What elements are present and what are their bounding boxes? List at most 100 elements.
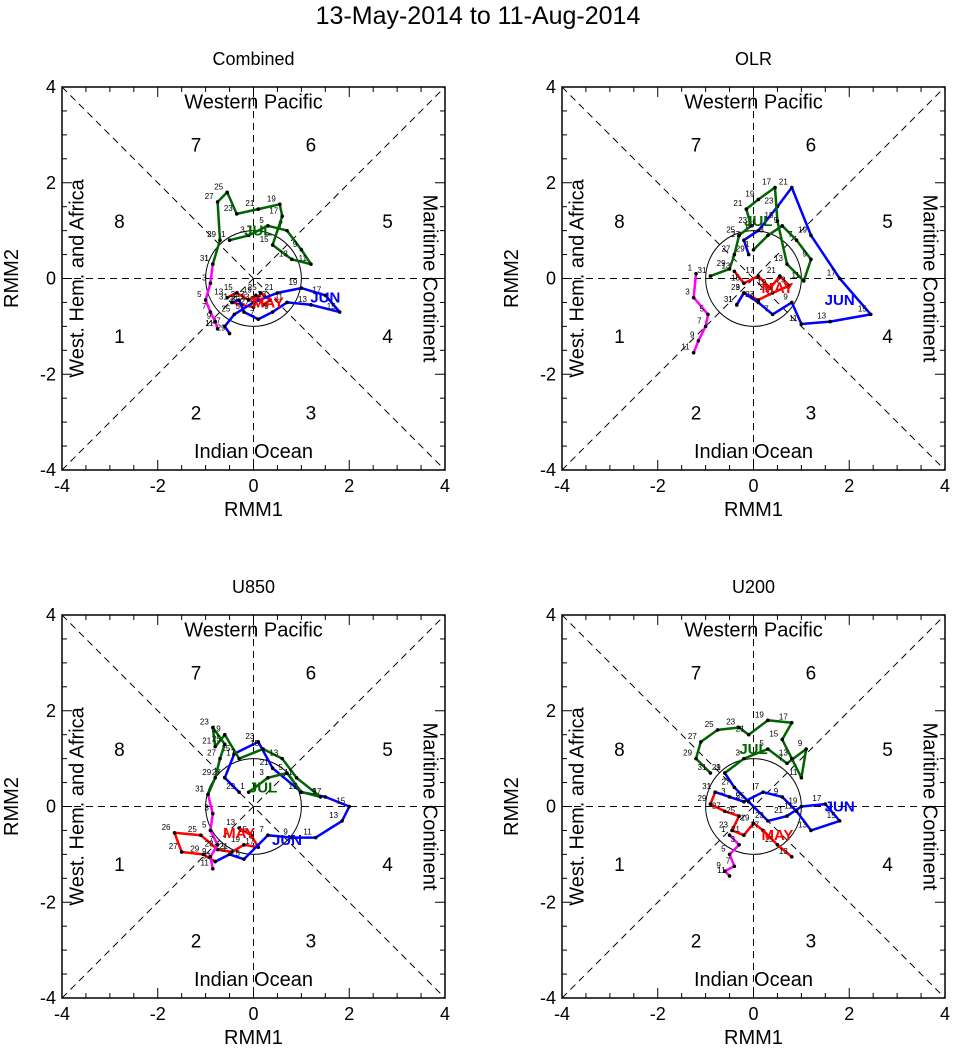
data-point [211, 866, 215, 871]
data-point [230, 300, 234, 305]
data-point [703, 324, 708, 329]
day-label: 27 [745, 290, 754, 299]
y-tick-label: -2 [40, 364, 56, 384]
trajectory-line [206, 726, 322, 799]
data-point [761, 790, 765, 794]
day-label: 23 [200, 718, 209, 727]
day-label: 31 [219, 292, 228, 301]
data-point [742, 238, 746, 242]
x-tick-label: 4 [940, 476, 950, 496]
day-label: 23 [777, 276, 786, 285]
day-label: 5 [259, 216, 264, 225]
day-label: 23 [257, 290, 266, 299]
data-point [261, 747, 265, 751]
data-point [732, 252, 737, 257]
day-label: 11 [299, 254, 308, 263]
day-label: 3 [685, 288, 690, 297]
region-label-right: Maritime Continent [918, 723, 940, 891]
data-point [696, 338, 701, 343]
day-label: 1 [204, 254, 209, 263]
data-point [699, 740, 703, 744]
panel-title: U850 [232, 577, 275, 597]
data-point [730, 828, 734, 833]
data-point [746, 732, 751, 737]
y-tick-label: -4 [40, 988, 56, 1008]
day-label: 9 [798, 739, 803, 748]
y-tick-label: 4 [46, 77, 56, 97]
data-point [756, 274, 761, 278]
day-label: 21 [265, 283, 274, 292]
y-tick-label: 4 [46, 605, 56, 625]
day-label: 11 [205, 319, 214, 328]
panel-olr: OLR -4 -2 0 2 4 -4 -2 0 2 4 RMM1 RMM2 Western Pacific… [501, 49, 950, 521]
panel-combined: Combined -4 -2 0 2 4 -4 -2 0 2 4 RMM1 RMM2 Western Pa… [1, 49, 450, 521]
day-label: 23 [205, 840, 214, 849]
day-label: 3 [259, 768, 264, 777]
region-label-left: West. Hem. and Africa [567, 178, 589, 377]
day-label: 7 [209, 835, 214, 844]
data-point [261, 303, 265, 307]
y-tick-label: 2 [46, 701, 56, 721]
day-label: 9 [312, 787, 317, 796]
phase-label: 4 [882, 327, 893, 348]
day-label: 17 [312, 787, 321, 796]
trajectory-line [692, 273, 710, 354]
day-label: 3 [231, 290, 236, 299]
phase-label: 6 [306, 135, 317, 156]
day-label: 7 [279, 221, 284, 230]
day-label: 27 [241, 297, 250, 306]
phase-label: 3 [806, 404, 817, 425]
day-label: 5 [202, 820, 207, 829]
data-point [770, 312, 775, 317]
day-label: 19 [798, 225, 807, 234]
data-point [766, 233, 770, 238]
day-label: 29 [736, 245, 745, 254]
data-point [737, 725, 741, 730]
day-label: 29 [229, 295, 238, 304]
data-point [746, 799, 751, 804]
data-point [266, 224, 270, 228]
day-label: 13 [269, 749, 278, 758]
x-tick-label: -4 [54, 1004, 70, 1024]
data-point [749, 224, 753, 228]
data-point [785, 814, 789, 818]
day-label: 11 [791, 271, 800, 280]
day-label: 29 [683, 749, 692, 758]
data-point [213, 859, 217, 864]
data-point [694, 756, 698, 761]
x-tick-label: 2 [344, 1004, 354, 1024]
day-label: 7 [697, 316, 702, 325]
data-point [237, 826, 241, 830]
data-point [256, 317, 261, 321]
data-point [251, 305, 256, 310]
data-point [766, 819, 770, 823]
y-axis-label: RMM2 [501, 777, 523, 836]
data-point [230, 850, 234, 854]
data-point [799, 775, 804, 780]
day-label: 11 [784, 801, 793, 810]
day-label: 29 [207, 230, 216, 239]
data-point [708, 802, 713, 806]
day-label: 29 [226, 782, 235, 791]
data-point [285, 228, 289, 233]
data-point [809, 828, 813, 833]
day-label: 9 [690, 331, 695, 340]
day-label: 5 [721, 844, 726, 853]
day-label: 9 [774, 787, 779, 796]
day-label: 13 [817, 312, 826, 321]
data-point [809, 233, 813, 238]
data-point [234, 291, 239, 295]
day-label: 1 [200, 785, 205, 794]
day-label: 1 [721, 825, 726, 834]
region-label-left: West. Hem. and Africa [567, 706, 589, 905]
data-point [837, 819, 842, 823]
day-label: 25 [248, 283, 257, 292]
x-tick-label: 2 [844, 476, 854, 496]
data-point [246, 233, 251, 238]
data-point [742, 281, 746, 286]
data-point [737, 233, 741, 238]
data-point [828, 319, 832, 324]
y-tick-label: -2 [40, 892, 56, 912]
